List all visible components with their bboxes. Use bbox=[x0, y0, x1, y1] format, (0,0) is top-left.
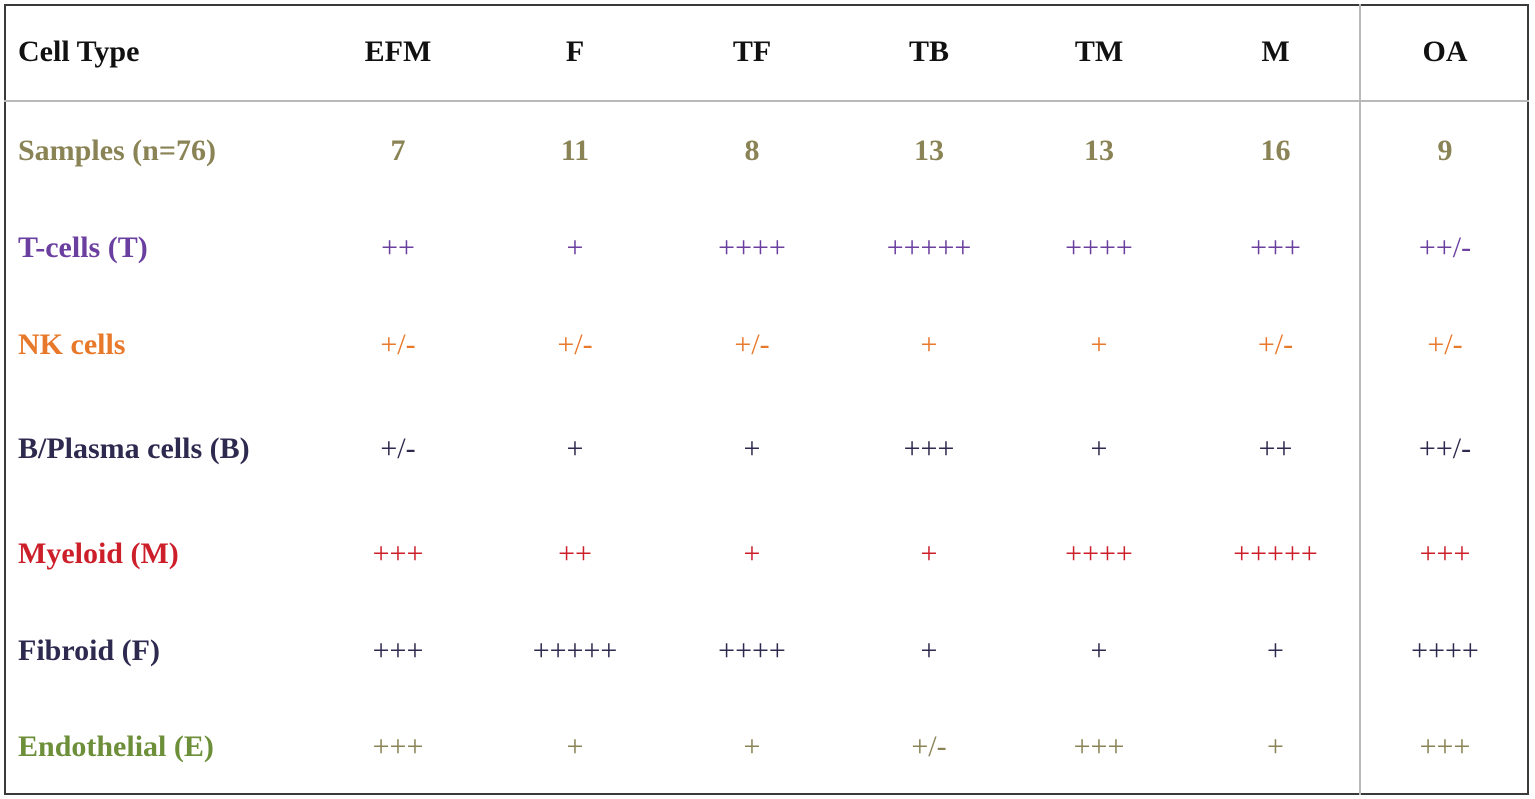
row-label: Samples (n=76) bbox=[18, 133, 216, 167]
cell-value: ++ bbox=[1258, 432, 1293, 465]
cell-value: +++ bbox=[1073, 730, 1125, 763]
cell-value: +/- bbox=[911, 730, 947, 763]
cell-value: +++ bbox=[372, 730, 424, 763]
cell-value: + bbox=[1267, 633, 1284, 667]
cell-value: +++ bbox=[1359, 699, 1529, 795]
cell-value: + bbox=[1267, 730, 1284, 763]
table-row-myeloid: Myeloid (M) +++ ++ + + ++++ +++++ +++ bbox=[4, 505, 1529, 602]
cell-value: 13 bbox=[914, 133, 944, 167]
cell-value: +++ bbox=[372, 536, 424, 570]
row-label: B/Plasma cells (B) bbox=[18, 432, 250, 465]
cell-value: + bbox=[920, 327, 938, 361]
cell-value: +/- bbox=[557, 327, 593, 361]
cell-value: ++++ bbox=[1065, 230, 1133, 264]
cell-value: ++++ bbox=[718, 633, 786, 667]
cell-value: 8 bbox=[744, 133, 760, 167]
header-tm: TM bbox=[1006, 4, 1192, 102]
cell-value: + bbox=[920, 536, 938, 570]
row-label: Fibroid (F) bbox=[18, 633, 160, 667]
cell-value: 11 bbox=[560, 133, 590, 167]
header-m: M bbox=[1192, 4, 1360, 102]
cell-value: + bbox=[743, 432, 761, 465]
cell-value: 9 bbox=[1359, 101, 1529, 199]
cell-type-table: Cell Type EFM F TF TB TM M OA Samples (n… bbox=[4, 4, 1529, 795]
cell-value: +/- bbox=[1359, 296, 1529, 393]
header-oa: OA bbox=[1359, 4, 1529, 102]
cell-value: +++ bbox=[372, 633, 424, 667]
cell-value: + bbox=[743, 730, 761, 763]
table-row-t-cells: T-cells (T) ++ + ++++ +++++ ++++ +++ ++/… bbox=[4, 199, 1529, 296]
table-row-endothelial: Endothelial (E) +++ + + +/- +++ + +++ bbox=[4, 699, 1529, 795]
cell-value: +/- bbox=[380, 432, 416, 465]
cell-value: +++++ bbox=[1233, 536, 1318, 570]
cell-value: + bbox=[743, 536, 761, 570]
cell-value: + bbox=[1090, 432, 1108, 465]
header-tb: TB bbox=[852, 4, 1006, 102]
cell-value: + bbox=[566, 730, 584, 763]
cell-value: ++/- bbox=[1359, 199, 1529, 296]
row-label: Myeloid (M) bbox=[18, 536, 179, 570]
header-f: F bbox=[498, 4, 652, 102]
cell-value: ++++ bbox=[718, 230, 786, 264]
row-label: Endothelial (E) bbox=[18, 730, 214, 763]
cell-value: +++ bbox=[1359, 505, 1529, 602]
header-row: Cell Type EFM F TF TB TM M OA bbox=[4, 4, 1529, 102]
cell-value: ++/- bbox=[1359, 393, 1529, 505]
row-label: T-cells (T) bbox=[18, 230, 148, 264]
cell-value: +/- bbox=[380, 327, 416, 361]
cell-value: ++++ bbox=[1065, 536, 1133, 570]
cell-value: +++++ bbox=[532, 633, 618, 667]
cell-value: ++ bbox=[558, 536, 592, 570]
row-label: NK cells bbox=[18, 327, 126, 361]
table-row-b-plasma-cells: B/Plasma cells (B) +/- + + +++ + ++ ++/- bbox=[4, 393, 1529, 505]
cell-value: +++ bbox=[1250, 230, 1301, 264]
table-row-fibroid: Fibroid (F) +++ +++++ ++++ + + + ++++ bbox=[4, 602, 1529, 699]
header-tf: TF bbox=[652, 4, 852, 102]
cell-value: + bbox=[566, 230, 584, 264]
cell-value: +/- bbox=[1257, 327, 1294, 361]
cell-value: +++ bbox=[903, 432, 955, 465]
cell-value: + bbox=[920, 633, 938, 667]
table-row-nk-cells: NK cells +/- +/- +/- + + +/- +/- bbox=[4, 296, 1529, 393]
cell-value: 13 bbox=[1084, 133, 1114, 167]
cell-value: +/- bbox=[734, 327, 770, 361]
cell-value: ++++ bbox=[1359, 602, 1529, 699]
header-efm: EFM bbox=[298, 4, 498, 102]
cell-value: 16 bbox=[1260, 133, 1291, 167]
table-row-samples: Samples (n=76) 7 11 8 13 13 16 9 bbox=[4, 101, 1529, 199]
cell-value: + bbox=[1090, 327, 1108, 361]
cell-value: + bbox=[566, 432, 584, 465]
cell-value: 7 bbox=[390, 133, 406, 167]
header-cell-type: Cell Type bbox=[4, 4, 298, 102]
cell-value: ++ bbox=[381, 230, 415, 264]
cell-value: +++++ bbox=[886, 230, 972, 264]
cell-value: + bbox=[1090, 633, 1108, 667]
